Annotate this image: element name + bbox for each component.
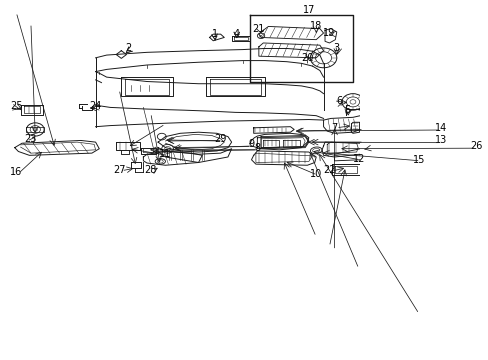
Text: 13: 13 [434, 135, 447, 145]
Text: 12: 12 [352, 154, 365, 164]
Text: 6: 6 [336, 96, 342, 106]
Text: 22: 22 [323, 165, 335, 175]
Text: 3: 3 [333, 44, 339, 54]
Text: 9: 9 [248, 139, 254, 149]
Text: 25: 25 [10, 101, 22, 111]
Text: 23: 23 [25, 134, 37, 144]
Text: 19: 19 [323, 28, 335, 38]
Text: 26: 26 [469, 141, 482, 151]
Text: 14: 14 [434, 123, 447, 133]
Text: 15: 15 [412, 155, 425, 165]
Text: 20: 20 [301, 53, 313, 63]
Text: 7: 7 [331, 123, 337, 133]
Text: 10: 10 [309, 168, 322, 179]
Text: 5: 5 [343, 105, 349, 115]
Text: 2: 2 [125, 44, 132, 54]
Text: 17: 17 [302, 5, 314, 15]
Text: 1: 1 [211, 29, 217, 39]
Text: 24: 24 [89, 101, 102, 111]
Text: 8: 8 [254, 143, 260, 153]
Text: 4: 4 [233, 29, 239, 39]
Text: 16: 16 [10, 167, 22, 177]
Text: 11: 11 [159, 149, 171, 159]
Text: 21: 21 [252, 24, 264, 33]
Text: 29: 29 [214, 134, 226, 144]
Text: 27: 27 [113, 165, 125, 175]
Text: 28: 28 [144, 165, 157, 175]
Text: 18: 18 [309, 22, 322, 31]
